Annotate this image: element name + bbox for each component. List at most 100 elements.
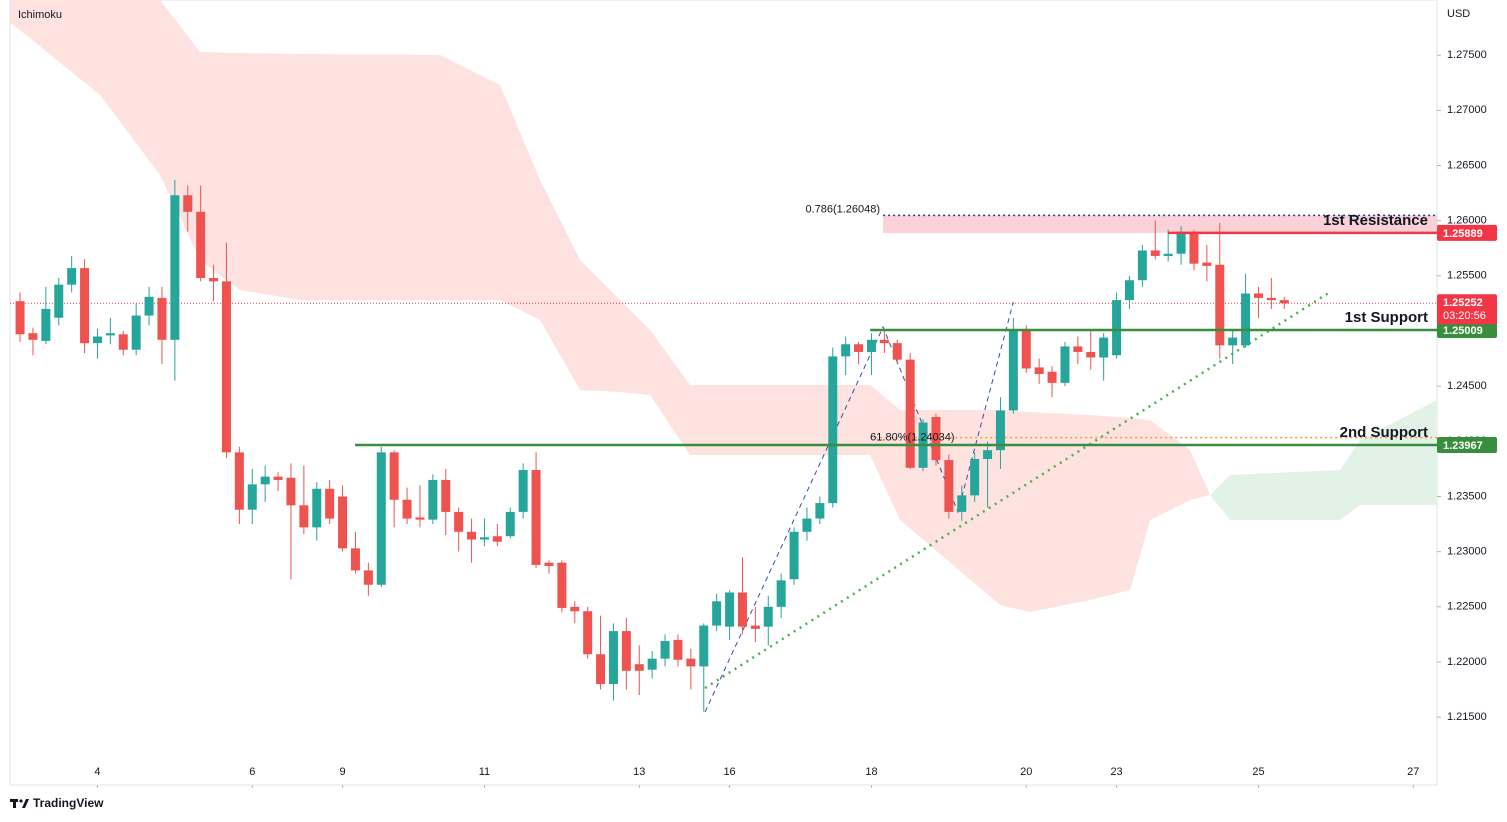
resistance-zone <box>883 215 1437 233</box>
candle-body <box>1060 346 1070 383</box>
candle-body <box>402 499 412 519</box>
candle-body <box>1112 300 1122 356</box>
candle-body <box>1266 297 1276 301</box>
candle-body <box>712 601 722 626</box>
candle-body <box>1163 253 1173 256</box>
candle-body <box>28 333 38 340</box>
candle-body <box>866 339 876 352</box>
candle-body <box>995 410 1005 451</box>
candle-body <box>492 536 502 542</box>
candle-body <box>67 268 77 285</box>
candle-body <box>1021 330 1031 369</box>
x-tick-label: 9 <box>339 766 345 778</box>
candle-body <box>196 211 206 279</box>
candle-body <box>325 488 335 519</box>
candle-body <box>286 477 296 506</box>
candle-body <box>737 592 747 627</box>
candle-body <box>1215 264 1225 346</box>
currency: USD <box>1447 8 1470 20</box>
candle-body <box>273 476 283 480</box>
candle-body <box>583 611 593 655</box>
x-tick-label: 6 <box>249 766 255 778</box>
candle-body <box>699 625 709 667</box>
candle-body <box>247 484 257 510</box>
x-tick-label: 11 <box>479 766 490 778</box>
candle-body <box>260 476 270 485</box>
candle-body <box>170 195 180 340</box>
candle-body <box>828 356 838 504</box>
candle-body <box>479 537 489 540</box>
candle-body <box>1253 293 1263 298</box>
candle-body <box>92 336 102 344</box>
candle-body <box>183 195 193 212</box>
candle-body <box>1189 231 1199 264</box>
price-tag <box>1437 224 1497 241</box>
candle-body <box>1202 262 1212 266</box>
candle-body <box>892 343 902 360</box>
candle-body <box>454 511 464 532</box>
candle-body <box>1008 330 1018 411</box>
candle-body <box>673 639 683 660</box>
candle-body <box>350 548 360 571</box>
candle-body <box>905 359 915 468</box>
candle-body <box>415 517 425 520</box>
candle-body <box>776 580 786 607</box>
fib-label: 0.786(1.26048) <box>805 203 880 215</box>
y-tick-label: 1.23000 <box>1447 546 1487 558</box>
candle-body <box>686 658 696 667</box>
candle-body <box>957 495 967 512</box>
candle-body <box>80 268 90 344</box>
level-name: 1st Support <box>1345 309 1428 326</box>
candle-body <box>338 496 348 549</box>
candle-body <box>725 592 735 627</box>
candle-body <box>621 631 631 671</box>
candle-body <box>1150 250 1160 256</box>
candle-body <box>1137 250 1147 281</box>
candle-body <box>234 452 244 510</box>
candle-body <box>1099 337 1109 358</box>
candle-body <box>970 458 980 496</box>
candle-body <box>389 452 399 500</box>
brand-logo <box>10 799 29 808</box>
candle-body <box>376 452 386 585</box>
candle-body <box>1047 371 1057 383</box>
level-name: 2nd Support <box>1340 424 1428 441</box>
y-tick-label: 1.26500 <box>1447 159 1487 171</box>
candle-body <box>544 562 554 566</box>
candle-body <box>1034 367 1044 375</box>
candle-body <box>557 562 567 608</box>
candle-body <box>144 296 154 316</box>
fib-path <box>704 301 1014 713</box>
y-tick-label: 1.24500 <box>1447 380 1487 392</box>
y-tick-label: 1.25500 <box>1447 270 1487 282</box>
candle-body <box>660 641 670 659</box>
candle-body <box>157 297 167 340</box>
candle-body <box>570 606 580 612</box>
candle-body <box>1228 337 1238 346</box>
candle-body <box>608 631 618 685</box>
ichimoku-cloud <box>1210 399 1437 520</box>
y-tick-label: 1.21500 <box>1447 711 1487 723</box>
price-tag-label: 1.25252 <box>1443 297 1483 309</box>
candle-body <box>647 658 657 670</box>
candle-body <box>41 308 51 341</box>
candle-body <box>750 625 760 629</box>
candle-body <box>763 606 773 627</box>
candle-body <box>131 315 141 350</box>
x-tick-label: 13 <box>633 766 645 778</box>
candle-body <box>789 531 799 580</box>
x-tick-label: 20 <box>1020 766 1032 778</box>
candle-body <box>54 284 64 318</box>
x-tick-label: 23 <box>1110 766 1122 778</box>
fib-label: 61.80%(1.24034) <box>870 431 954 443</box>
indicator-name: Ichimoku <box>18 9 62 21</box>
y-tick-label: 1.22500 <box>1447 601 1487 613</box>
candle-body <box>518 470 528 512</box>
candle-body <box>1073 346 1083 352</box>
countdown: 03:20:56 <box>1443 310 1486 322</box>
candle-body <box>596 654 606 685</box>
y-tick-label: 1.27000 <box>1447 104 1487 116</box>
price-tag <box>1437 321 1497 338</box>
price-tag-label: 1.25009 <box>1443 325 1483 337</box>
